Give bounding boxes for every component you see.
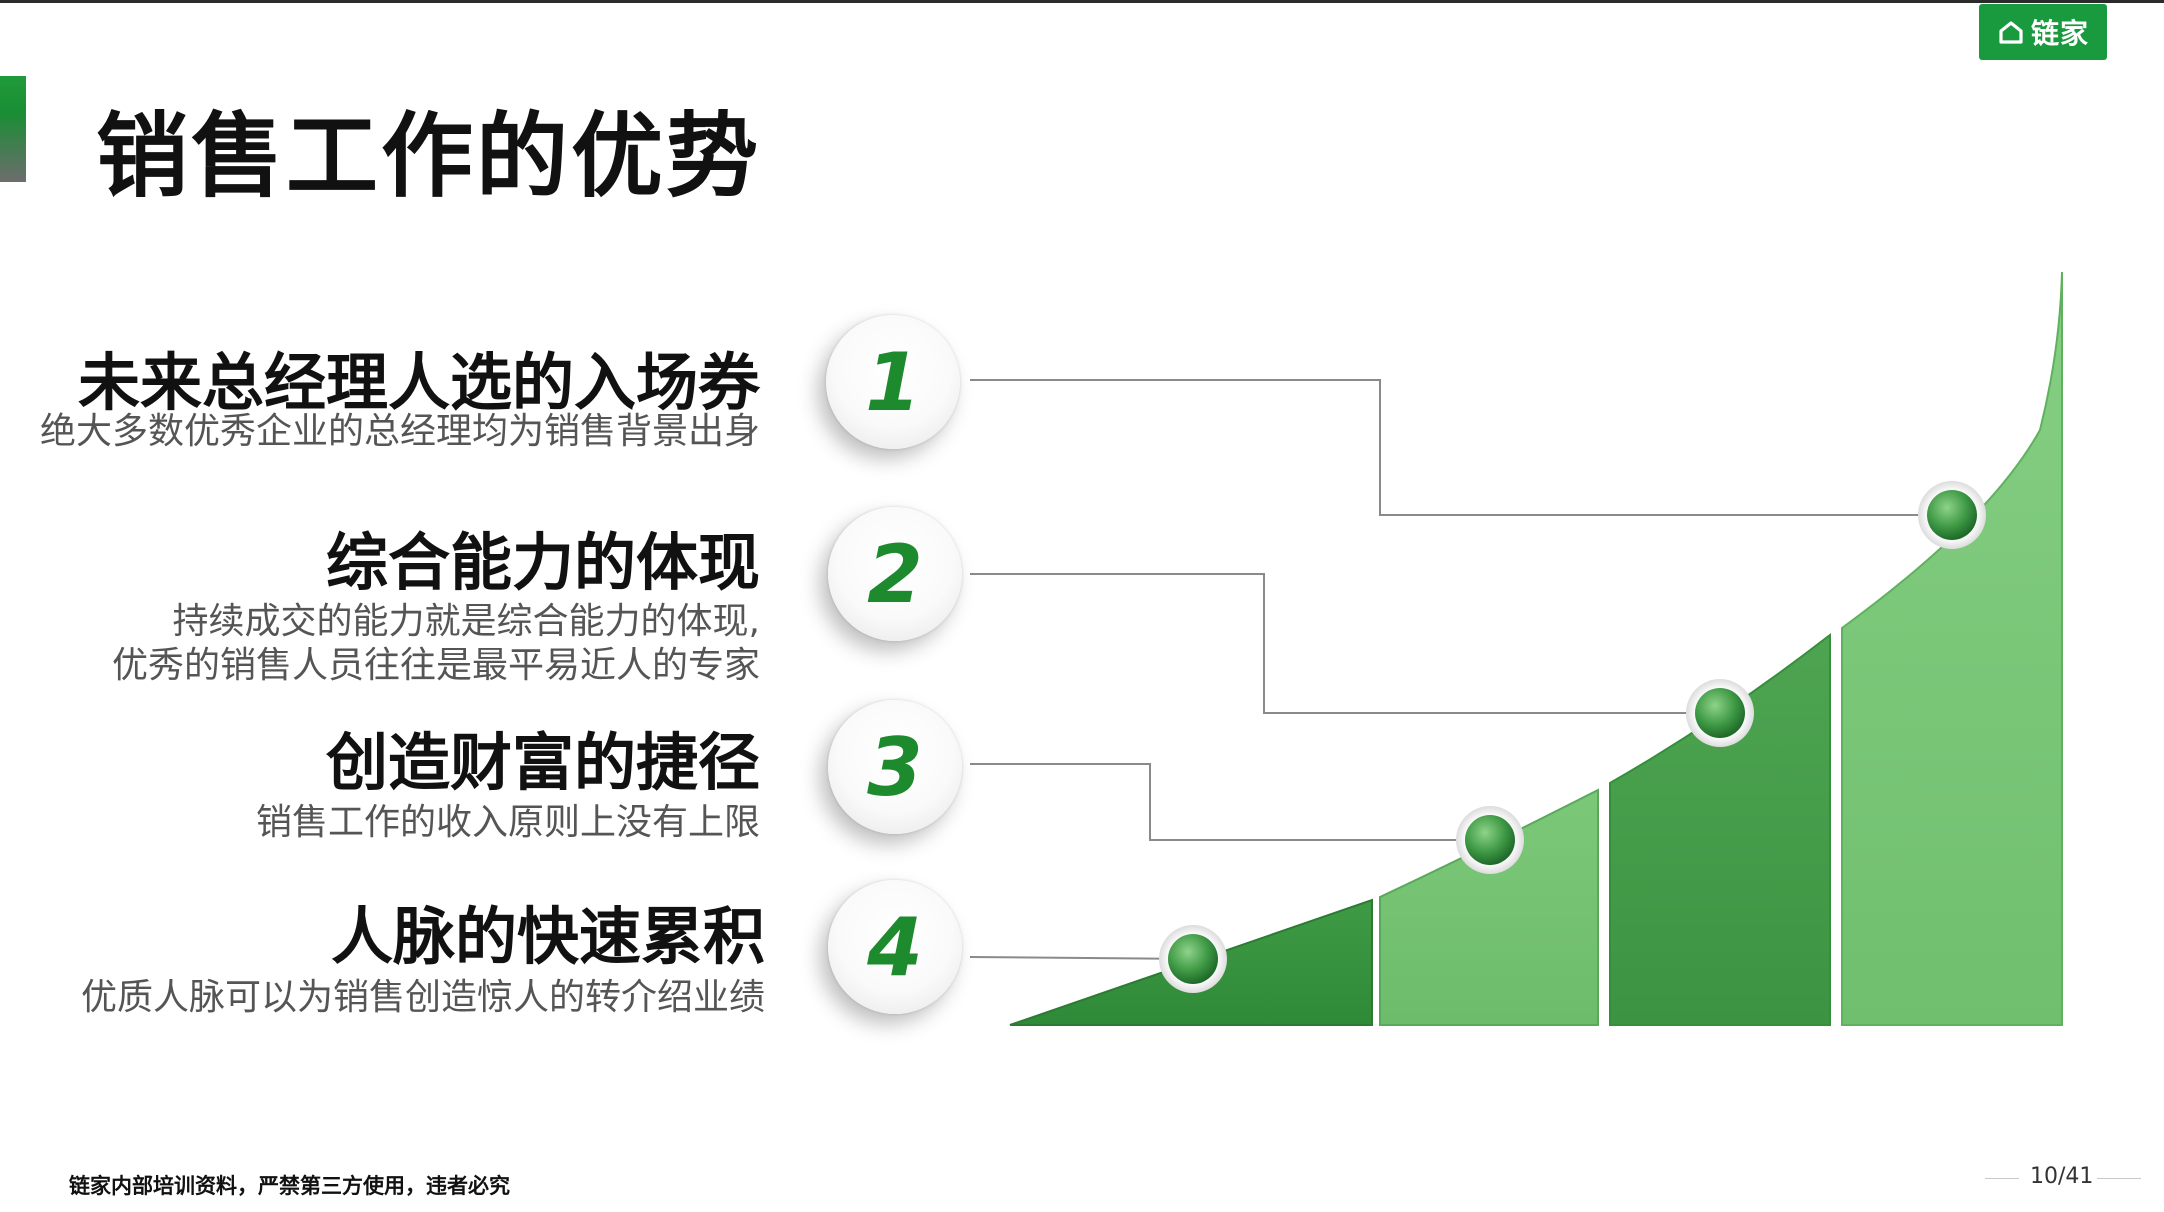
connector-line-2	[970, 573, 1720, 714]
item-2-heading: 综合能力的体现	[325, 526, 760, 599]
growth-marker-4	[1159, 925, 1227, 993]
growth-marker-2	[1686, 679, 1754, 747]
item-2-description-line: 优秀的销售人员往往是最平易近人的专家	[111, 645, 760, 686]
item-4-number: 4	[867, 900, 923, 994]
item-3-description-line: 销售工作的收入原则上没有上限	[255, 802, 760, 843]
item-1-description: 绝大多数优秀企业的总经理均为销售背景出身	[40, 410, 760, 454]
brand-logo-text: 链家	[2030, 17, 2089, 50]
page-number: 10/41	[2030, 1164, 2094, 1189]
house-icon	[1999, 21, 2023, 44]
connector-line-3	[970, 763, 1490, 841]
item-4-heading: 人脉的快速累积	[330, 900, 765, 973]
item-2-description-line: 持续成交的能力就是综合能力的体现,	[172, 601, 760, 642]
page-title: 销售工作的优势	[96, 103, 762, 210]
item-3-description: 销售工作的收入原则上没有上限	[256, 801, 760, 845]
growth-marker-1	[1918, 481, 1986, 549]
item-4-description-line: 优质人脉可以为销售创造惊人的转介绍业绩	[80, 977, 765, 1018]
item-1-number: 1	[865, 335, 921, 429]
brand-logo: 链家	[1979, 4, 2107, 60]
confidentiality-notice: 链家内部培训资料，严禁第三方使用，违者必究	[69, 1174, 510, 1198]
connector-line-4	[969, 956, 1194, 960]
item-1-description-line: 绝大多数优秀企业的总经理均为销售背景出身	[39, 411, 760, 452]
growth-segment-4	[1841, 271, 2063, 1026]
title-accent-bar	[0, 76, 26, 182]
item-2-number: 2	[867, 527, 923, 621]
connector-line-1	[970, 379, 1952, 516]
item-2-description: 持续成交的能力就是综合能力的体现, 优秀的销售人员往往是最平易近人的专家	[112, 600, 760, 688]
item-3-heading: 创造财富的捷径	[325, 726, 760, 799]
page-number-divider-right	[2097, 1178, 2141, 1179]
growth-marker-3	[1456, 806, 1524, 874]
item-4-number-badge: 4	[828, 880, 962, 1014]
item-3-number: 3	[867, 720, 923, 814]
item-4-description: 优质人脉可以为销售创造惊人的转介绍业绩	[81, 976, 765, 1020]
item-2-number-badge: 2	[828, 507, 962, 641]
item-3-number-badge: 3	[828, 700, 962, 834]
item-1-heading: 未来总经理人选的入场券	[77, 346, 760, 419]
top-border	[0, 0, 2164, 3]
item-1-number-badge: 1	[826, 315, 960, 449]
page-number-divider-left	[1985, 1178, 2019, 1179]
